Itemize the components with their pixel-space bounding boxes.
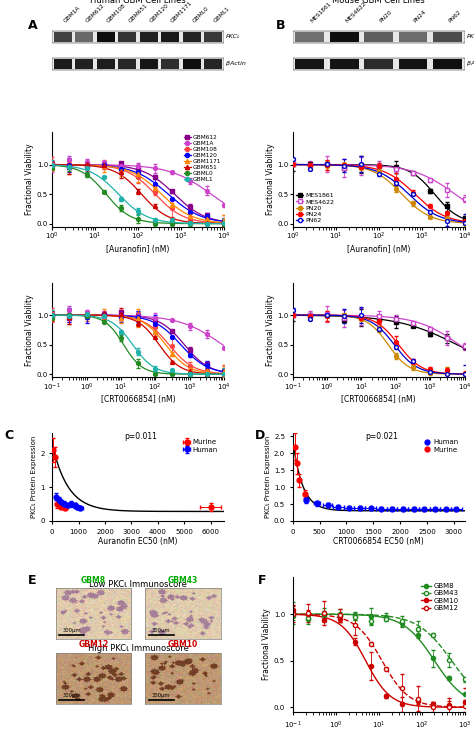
Text: High PKCι Immunoscore: High PKCι Immunoscore	[88, 644, 189, 653]
FancyBboxPatch shape	[292, 58, 465, 70]
FancyBboxPatch shape	[97, 59, 115, 69]
Text: βActin: βActin	[467, 61, 474, 66]
FancyBboxPatch shape	[399, 32, 428, 42]
Text: GBM612: GBM612	[84, 2, 105, 23]
Text: p=0.021: p=0.021	[365, 432, 398, 441]
Text: GBM651: GBM651	[128, 2, 148, 23]
X-axis label: [CRT0066854] (nM): [CRT0066854] (nM)	[341, 396, 416, 404]
Title: Mouse GBM Cell Lines: Mouse GBM Cell Lines	[332, 0, 425, 4]
Text: GBML0: GBML0	[192, 5, 210, 23]
X-axis label: Auranofin EC50 (nM): Auranofin EC50 (nM)	[98, 537, 178, 546]
FancyBboxPatch shape	[292, 31, 465, 43]
Y-axis label: Fractional Viability: Fractional Viability	[265, 294, 274, 366]
FancyBboxPatch shape	[330, 32, 359, 42]
Text: GBM1171: GBM1171	[170, 0, 194, 23]
FancyBboxPatch shape	[161, 32, 179, 42]
Text: Low PKCι Immunoscore: Low PKCι Immunoscore	[89, 580, 187, 589]
Legend: MES1861, MES4622, PN20, PN24, PN62: MES1861, MES4622, PN20, PN24, PN62	[296, 193, 334, 223]
Text: GBM1A: GBM1A	[63, 5, 82, 23]
FancyBboxPatch shape	[118, 59, 137, 69]
FancyBboxPatch shape	[330, 59, 359, 69]
Y-axis label: Fractional Viability: Fractional Viability	[262, 608, 271, 680]
Text: p=0.011: p=0.011	[124, 432, 157, 441]
FancyBboxPatch shape	[182, 32, 201, 42]
Text: F: F	[258, 574, 267, 587]
FancyBboxPatch shape	[433, 32, 462, 42]
Y-axis label: Fractional Viability: Fractional Viability	[25, 294, 34, 366]
FancyBboxPatch shape	[182, 59, 201, 69]
FancyBboxPatch shape	[295, 32, 324, 42]
FancyBboxPatch shape	[75, 32, 93, 42]
FancyBboxPatch shape	[140, 32, 158, 42]
Text: C: C	[4, 429, 13, 442]
Text: B: B	[275, 19, 285, 32]
X-axis label: CRT0066854 EC50 (nM): CRT0066854 EC50 (nM)	[333, 537, 424, 546]
Text: PN62: PN62	[447, 9, 462, 23]
Text: GBM120: GBM120	[149, 2, 170, 23]
Y-axis label: Fractional Viability: Fractional Viability	[265, 143, 274, 215]
FancyBboxPatch shape	[140, 59, 158, 69]
Text: PN20: PN20	[379, 9, 393, 23]
Legend: Murine, Human: Murine, Human	[181, 437, 220, 456]
FancyBboxPatch shape	[364, 59, 393, 69]
Text: E: E	[28, 574, 36, 587]
X-axis label: [Auranofin] (nM): [Auranofin] (nM)	[347, 245, 410, 254]
Text: D: D	[255, 429, 265, 442]
Title: Human GBM Cell Lines: Human GBM Cell Lines	[90, 0, 186, 4]
FancyBboxPatch shape	[433, 59, 462, 69]
Text: MES1861: MES1861	[310, 1, 333, 23]
Text: A: A	[28, 19, 38, 32]
Text: PKCι: PKCι	[467, 34, 474, 39]
Text: GBM108: GBM108	[106, 2, 127, 23]
Legend: GBM612, GBM1A, GBM108, GBM120, GBM1171, GBM651, GBML0, GBML1: GBM612, GBM1A, GBM108, GBM120, GBM1171, …	[184, 135, 221, 182]
Y-axis label: PKCι Protein Expression: PKCι Protein Expression	[265, 436, 271, 518]
FancyBboxPatch shape	[161, 59, 179, 69]
FancyBboxPatch shape	[54, 32, 72, 42]
FancyBboxPatch shape	[204, 32, 222, 42]
Legend: GBM8, GBM43, GBM10, GBM12: GBM8, GBM43, GBM10, GBM12	[418, 581, 461, 614]
FancyBboxPatch shape	[52, 31, 224, 43]
X-axis label: [Auranofin] (nM): [Auranofin] (nM)	[106, 245, 170, 254]
FancyBboxPatch shape	[118, 32, 137, 42]
FancyBboxPatch shape	[52, 58, 224, 70]
FancyBboxPatch shape	[364, 32, 393, 42]
Text: PN24: PN24	[413, 9, 428, 23]
Legend: Human, Murine: Human, Murine	[421, 437, 461, 456]
FancyBboxPatch shape	[295, 59, 324, 69]
FancyBboxPatch shape	[54, 59, 72, 69]
Text: βActin: βActin	[226, 61, 246, 66]
FancyBboxPatch shape	[204, 59, 222, 69]
Text: GBML1: GBML1	[213, 5, 231, 23]
FancyBboxPatch shape	[75, 59, 93, 69]
FancyBboxPatch shape	[399, 59, 428, 69]
Text: PKCι: PKCι	[226, 34, 240, 39]
Y-axis label: Fractional Viability: Fractional Viability	[25, 143, 34, 215]
X-axis label: [CRT0066854] (nM): [CRT0066854] (nM)	[101, 396, 175, 404]
Y-axis label: PKCι Protein Expression: PKCι Protein Expression	[31, 436, 37, 518]
Text: MES4622: MES4622	[344, 1, 367, 23]
FancyBboxPatch shape	[97, 32, 115, 42]
